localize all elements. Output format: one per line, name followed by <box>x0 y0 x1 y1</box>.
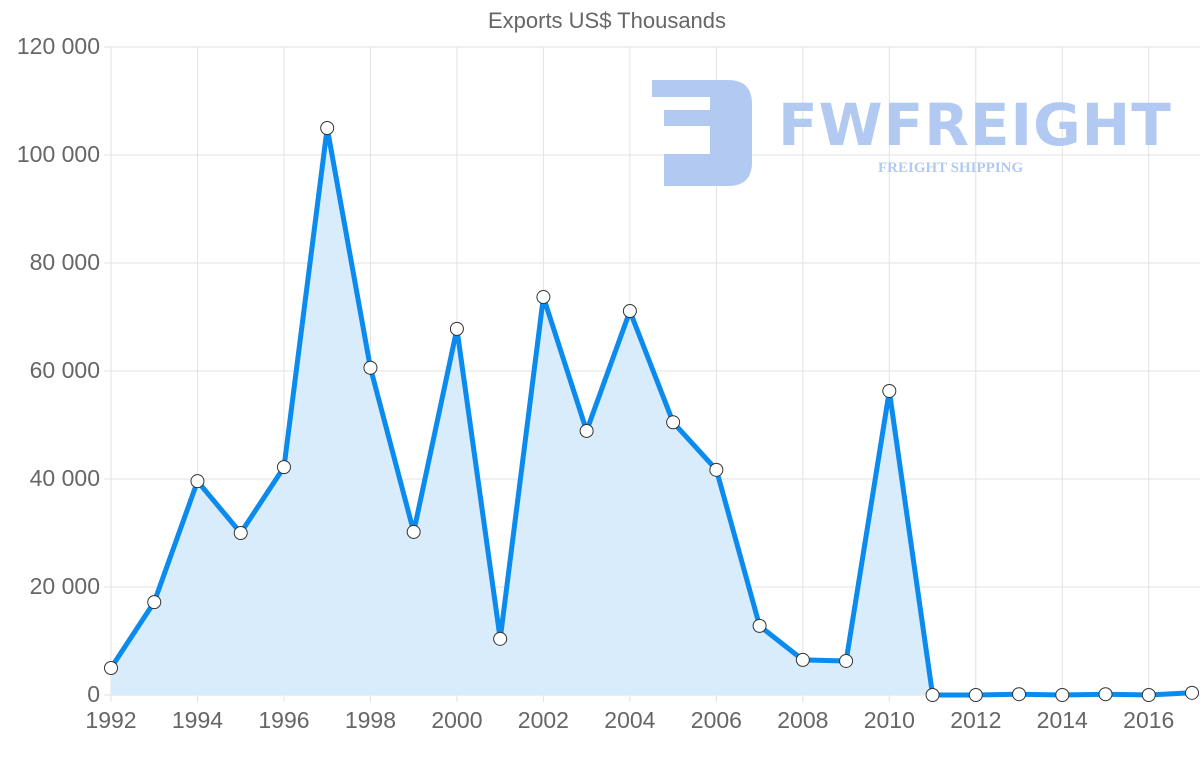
data-point <box>839 653 854 668</box>
data-point <box>1185 685 1199 700</box>
data-point <box>795 652 810 667</box>
x-tick-label: 2004 <box>604 707 656 733</box>
data-point <box>536 290 551 305</box>
data-point <box>190 474 205 489</box>
y-tick-label: 20 000 <box>29 573 100 599</box>
watermark: FWFREIGHT FREIGHT SHIPPING <box>646 73 1171 188</box>
y-tick-label: 80 000 <box>29 249 100 275</box>
data-point <box>622 304 637 319</box>
data-point <box>363 360 378 375</box>
x-tick-label: 2012 <box>950 707 1002 733</box>
data-point <box>320 121 335 135</box>
y-tick-label: 60 000 <box>29 357 100 383</box>
data-point <box>666 415 681 430</box>
data-point <box>1141 688 1156 702</box>
x-tick-label: 2008 <box>777 707 829 733</box>
area-fill <box>111 128 1192 695</box>
watermark-brand: FWFREIGHT <box>778 91 1172 159</box>
data-point <box>147 595 162 610</box>
x-tick-label: 2000 <box>431 707 483 733</box>
data-point <box>1098 687 1113 702</box>
data-point <box>752 618 767 633</box>
data-point <box>449 321 464 336</box>
data-point <box>579 423 594 438</box>
data-point <box>882 383 897 398</box>
x-tick-label: 2006 <box>690 707 742 733</box>
x-tick-label: 1996 <box>258 707 310 733</box>
x-tick-label: 1992 <box>85 707 137 733</box>
x-tick-label: 2014 <box>1036 707 1088 733</box>
data-point <box>406 524 421 539</box>
watermark-logo-icon <box>652 80 752 186</box>
x-tick-label: 1994 <box>171 707 224 733</box>
data-point <box>968 688 983 702</box>
x-tick-label: 2002 <box>517 707 569 733</box>
chart-title: Exports US$ Thousands <box>487 8 727 33</box>
x-tick-label: 2010 <box>863 707 915 733</box>
data-point <box>104 661 118 675</box>
y-tick-label: 100 000 <box>16 141 100 167</box>
x-tick-label: 2016 <box>1123 707 1175 733</box>
data-point <box>1055 688 1070 702</box>
data-point <box>925 688 940 702</box>
y-tick-label: 0 <box>87 681 100 707</box>
data-line <box>108 125 1193 698</box>
data-point <box>709 462 724 477</box>
data-point <box>233 526 248 540</box>
x-tick-label: 1998 <box>344 707 397 733</box>
data-point <box>1012 687 1027 702</box>
y-tick-label: 120 000 <box>16 33 100 59</box>
data-point <box>493 631 508 646</box>
data-points <box>104 121 1199 702</box>
y-tick-label: 40 000 <box>29 465 100 491</box>
data-point <box>276 460 291 475</box>
watermark-tagline: FREIGHT SHIPPING <box>878 160 1024 176</box>
